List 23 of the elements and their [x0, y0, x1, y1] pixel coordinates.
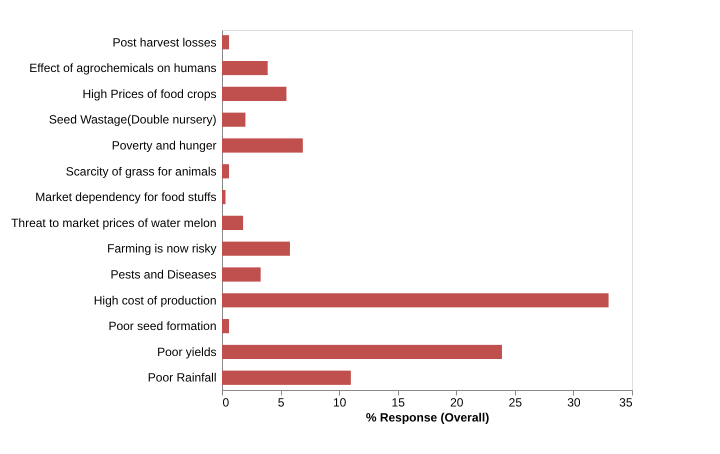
y-tick-label: High Prices of food crops	[82, 86, 216, 101]
y-tick-label: High cost of production	[94, 293, 216, 308]
y-tick-label: Scarcity of grass for animals	[66, 164, 216, 178]
x-tick-label: 10	[332, 396, 347, 410]
y-tick-label: Farming is now risky	[107, 242, 216, 256]
x-tick-label: 35	[619, 396, 633, 410]
x-tick-label: 15	[392, 396, 406, 410]
y-tick-label: Pests and Diseases	[110, 268, 216, 282]
y-tick-label: Poverty and hunger	[112, 138, 216, 152]
y-tick-label: Effect of agrochemicals on humans	[29, 61, 216, 76]
x-tick-label: 25	[508, 396, 522, 410]
y-tick-label: Poor seed formation	[108, 319, 216, 334]
x-tick-label: 30	[567, 396, 581, 410]
x-tick-label: 0	[222, 396, 230, 410]
y-tick-label: Poor yields	[157, 344, 216, 359]
y-tick-label: Market dependency for food stuffs	[35, 190, 216, 204]
x-tick-label: 5	[278, 396, 285, 410]
y-tick-label: Threat to market prices of water melon	[11, 216, 216, 230]
x-tick-label: 20	[450, 396, 464, 410]
y-tick-label: Post harvest losses	[112, 35, 216, 50]
x-axis-title: % Response (Overall)	[366, 410, 490, 424]
y-tick-label: Seed Wastage(Double nursery)	[48, 112, 216, 127]
y-tick-label: Poor Rainfall	[148, 370, 216, 385]
